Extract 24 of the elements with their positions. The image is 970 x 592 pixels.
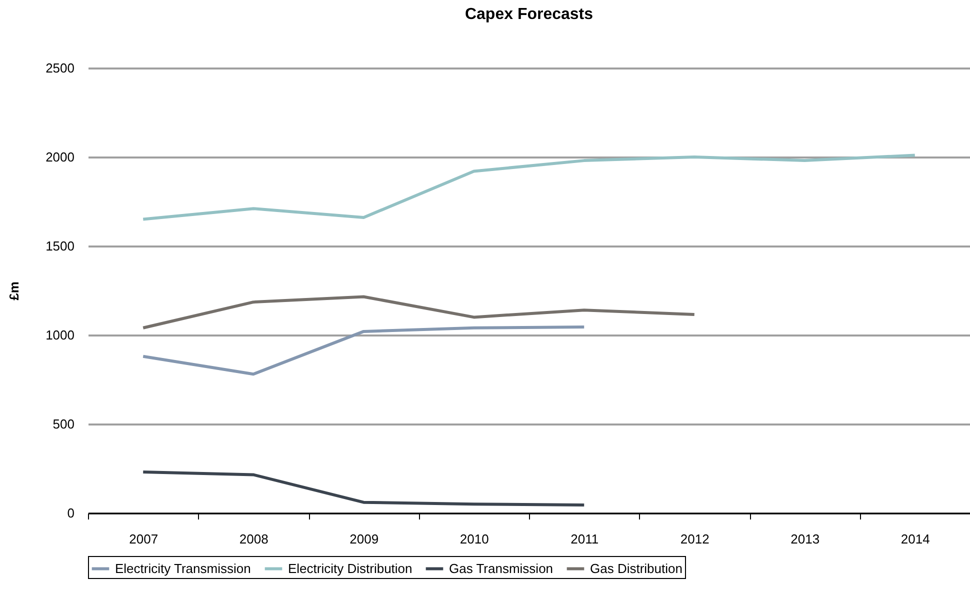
x-tick-label: 2013 (790, 532, 820, 546)
line-series (142, 325, 586, 376)
chart-title: Capex Forecasts (464, 6, 594, 23)
x-tick-label: 2008 (239, 532, 268, 546)
y-tick-label: 500 (52, 416, 74, 432)
y-axis-title: £m (6, 282, 22, 300)
legend-label: Electricity Transmission (115, 560, 251, 576)
x-tick-label: 2010 (460, 532, 489, 546)
x-tick-label: 2007 (129, 532, 158, 546)
y-tick-label: 2000 (46, 150, 74, 164)
legend-label: Gas Distribution (590, 560, 682, 576)
y-tick-label: 1000 (46, 328, 74, 342)
line-series (142, 470, 586, 506)
line-series (142, 295, 696, 330)
y-tick-label: 2500 (46, 60, 74, 76)
x-tick-label: 2014 (900, 532, 930, 546)
y-tick-label: 0 (67, 506, 74, 520)
line-series (142, 154, 916, 221)
x-tick-label: 2011 (570, 532, 599, 546)
x-tick-label: 2012 (680, 532, 710, 546)
legend-label: Electricity Distribution (288, 560, 412, 576)
x-tick-label: 2009 (350, 532, 379, 546)
legend-label: Gas Transmission (449, 560, 554, 576)
y-tick-label: 1500 (46, 238, 74, 254)
